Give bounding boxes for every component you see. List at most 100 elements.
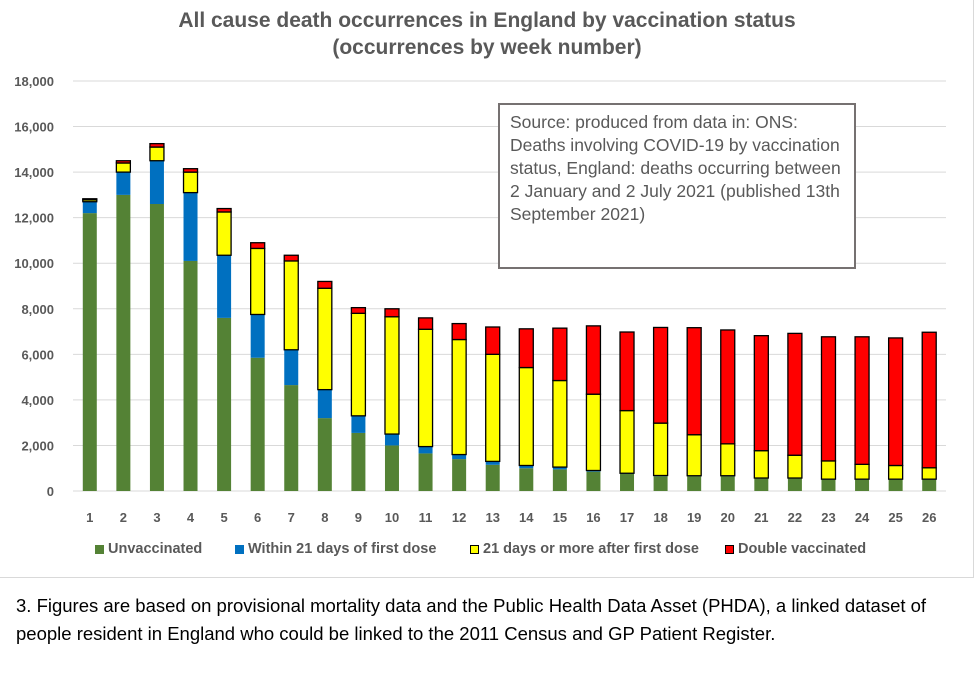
bar-segment-within-21-days-of-first-dose: [149, 160, 164, 204]
bar-segment-double-vaccinated: [921, 331, 937, 469]
bar-segment-unvaccinated: [452, 459, 467, 491]
y-tick-label: 14,000: [14, 165, 54, 180]
bar-segment-within-21-days-of-first-dose: [552, 467, 567, 470]
bar-segment-21-days-or-more-after-first-dose: [182, 171, 199, 194]
bar-segment-21-days-or-more-after-first-dose: [384, 316, 400, 435]
bar-segment-unvaccinated: [687, 476, 702, 491]
x-tick-label: 1: [86, 510, 93, 525]
bar-segment-21-days-or-more-after-first-dose: [619, 409, 635, 474]
bar-segment-double-vaccinated: [182, 168, 199, 173]
bar-segment-21-days-or-more-after-first-dose: [552, 379, 568, 468]
bar-segment-21-days-or-more-after-first-dose: [686, 434, 702, 477]
x-tick-label: 6: [254, 510, 261, 525]
legend-swatch-21-days-or-more: [470, 544, 479, 554]
y-tick-label: 10,000: [14, 256, 54, 271]
bar-segment-double-vaccinated: [652, 326, 669, 424]
bar-segment-unvaccinated: [620, 473, 635, 491]
bar-segment-21-days-or-more-after-first-dose: [250, 247, 266, 316]
bar-segment-21-days-or-more-after-first-dose: [720, 443, 736, 477]
bar-segment-within-21-days-of-first-dose: [116, 172, 131, 195]
bar-segment-21-days-or-more-after-first-dose: [350, 312, 367, 417]
x-tick-label: 7: [288, 510, 295, 525]
x-tick-label: 3: [153, 510, 160, 525]
bar-segment-within-21-days-of-first-dose: [351, 415, 366, 433]
footnote: 3. Figures are based on provisional mort…: [16, 595, 927, 644]
bar-segment-double-vaccinated: [216, 207, 232, 213]
x-tick-label: 23: [821, 510, 835, 525]
bar-segment-unvaccinated: [888, 479, 903, 491]
x-tick-label: 9: [355, 510, 362, 525]
bar-segment-unvaccinated: [552, 469, 567, 491]
legend-swatch-double-vaccinated: [725, 544, 734, 554]
chart-area: All cause death occurrences in England b…: [0, 0, 974, 578]
bar-segment-double-vaccinated: [787, 332, 803, 456]
y-tick-label: 6,000: [21, 347, 54, 362]
x-tick-label: 22: [788, 510, 802, 525]
bar-segment-within-21-days-of-first-dose: [452, 454, 467, 460]
x-tick-label: 14: [519, 510, 534, 525]
bar-segment-21-days-or-more-after-first-dose: [417, 328, 434, 448]
x-tick-label: 20: [721, 510, 735, 525]
bar-segment-21-days-or-more-after-first-dose: [820, 460, 837, 480]
legend-label: 21 days or more after first dose: [483, 541, 699, 557]
bar-segment-within-21-days-of-first-dose: [418, 446, 433, 454]
bar-segment-unvaccinated: [384, 445, 399, 491]
bar-segment-double-vaccinated: [753, 335, 769, 452]
bar-segment-double-vaccinated: [384, 308, 400, 318]
bar-segment-21-days-or-more-after-first-dose: [518, 366, 534, 467]
bar-segment-within-21-days-of-first-dose: [519, 465, 534, 469]
chart-subtitle: (occurrences by week number): [332, 36, 642, 59]
bar-segment-double-vaccinated: [250, 242, 266, 250]
x-tick-label: 5: [220, 510, 227, 525]
bar-segment-double-vaccinated: [417, 317, 434, 330]
bar-segment-unvaccinated: [855, 479, 870, 491]
bar-segment-unvaccinated: [284, 385, 299, 491]
x-tick-label: 12: [452, 510, 466, 525]
bar-segment-21-days-or-more-after-first-dose: [787, 454, 803, 479]
bar-segment-double-vaccinated: [887, 337, 904, 467]
x-tick-label: 15: [553, 510, 567, 525]
y-tick-label: 4,000: [21, 393, 54, 408]
bar-segment-unvaccinated: [519, 468, 534, 491]
x-tick-label: 10: [385, 510, 399, 525]
bar-segment-unvaccinated: [82, 213, 97, 491]
bar-segment-21-days-or-more-after-first-dose: [451, 338, 467, 456]
bar-segment-double-vaccinated: [283, 254, 299, 262]
bar-segment-double-vaccinated: [552, 327, 568, 382]
y-tick-label: 8,000: [21, 302, 54, 317]
x-tick-label: 25: [888, 510, 902, 525]
bar-segment-double-vaccinated: [82, 198, 98, 201]
x-tick-label: 11: [419, 510, 433, 525]
bar-segment-21-days-or-more-after-first-dose: [283, 260, 299, 351]
bar-segment-21-days-or-more-after-first-dose: [149, 146, 165, 162]
bar-segment-unvaccinated: [317, 418, 332, 491]
source-annotation: Source: produced from data in: ONS: Deat…: [498, 103, 856, 269]
bar-segment-21-days-or-more-after-first-dose: [887, 464, 904, 480]
bar-segment-double-vaccinated: [686, 327, 702, 436]
bar-segment-unvaccinated: [653, 476, 668, 491]
bar-segment-unvaccinated: [720, 476, 735, 491]
bar-segment-double-vaccinated: [854, 336, 870, 465]
bar-segment-21-days-or-more-after-first-dose: [485, 353, 501, 463]
bar-segment-within-21-days-of-first-dose: [284, 349, 299, 386]
bar-segment-21-days-or-more-after-first-dose: [317, 287, 333, 391]
bar-segment-within-21-days-of-first-dose: [485, 461, 500, 465]
bar-segment-within-21-days-of-first-dose: [183, 192, 198, 261]
bar-segment-unvaccinated: [922, 479, 937, 491]
chart-title: All cause death occurrences in England b…: [178, 9, 796, 32]
bar-segment-unvaccinated: [149, 204, 164, 491]
bar-segment-unvaccinated: [217, 317, 232, 491]
bar-segment-double-vaccinated: [518, 328, 534, 369]
bar-segment-double-vaccinated: [350, 306, 367, 314]
bar-segment-21-days-or-more-after-first-dose: [585, 393, 602, 472]
x-tick-label: 4: [187, 510, 195, 525]
legend-label: Unvaccinated: [108, 541, 203, 557]
y-tick-label: 18,000: [14, 74, 54, 89]
bar-segment-unvaccinated: [351, 432, 366, 491]
y-tick-label: 16,000: [14, 120, 54, 135]
legend-swatch-unvaccinated: [95, 544, 104, 554]
legend-label: Double vaccinated: [738, 541, 867, 557]
bar-segment-unvaccinated: [821, 479, 836, 491]
legend-swatch-within-21-days: [235, 544, 244, 554]
x-tick-label: 24: [855, 510, 870, 525]
